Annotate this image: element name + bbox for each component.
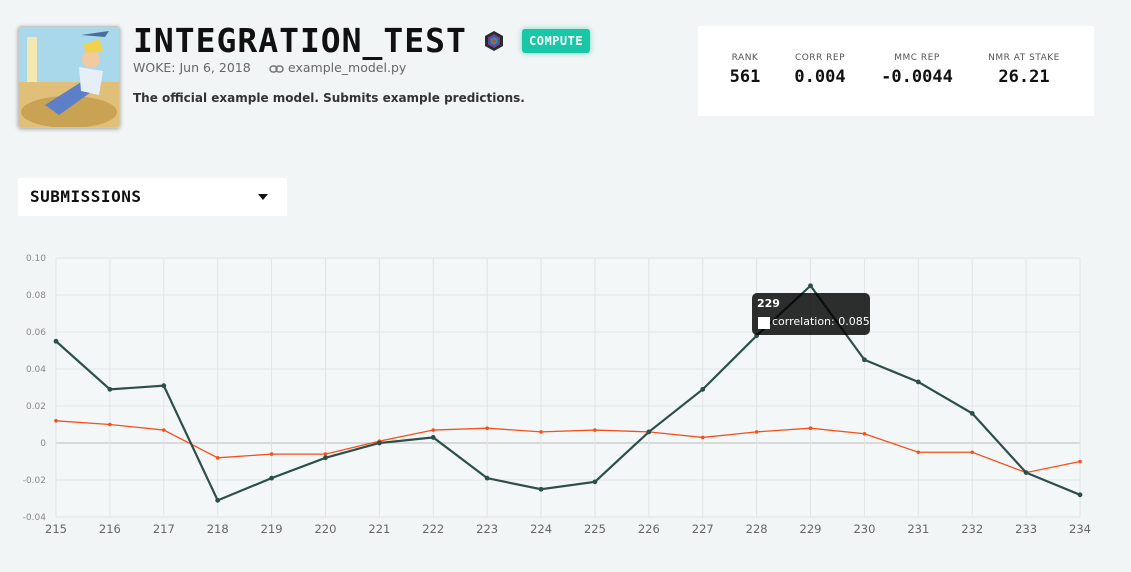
model-avatar <box>18 26 120 128</box>
model-meta: WOKE: Jun 6, 2018 example_model.py <box>133 60 406 75</box>
x-tick-label: 219 <box>261 522 283 536</box>
badge-icon <box>485 31 503 51</box>
data-point <box>269 475 274 481</box>
model-description: The official example model. Submits exam… <box>133 91 525 105</box>
stat-value: 561 <box>729 67 761 87</box>
data-point <box>484 475 490 481</box>
y-tick-label: 0.06 <box>26 328 46 338</box>
model-link-text[interactable]: example_model.py <box>288 60 407 75</box>
woke-date: WOKE: Jun 6, 2018 <box>133 60 251 75</box>
stat-label: RANK <box>731 53 759 63</box>
data-point <box>969 411 975 416</box>
data-point <box>430 435 436 440</box>
data-point <box>376 440 382 446</box>
x-tick-label: 228 <box>746 522 768 536</box>
data-point <box>215 497 221 503</box>
x-tick-label: 217 <box>153 522 175 536</box>
y-tick-label: 0 <box>40 439 46 449</box>
data-point <box>54 419 58 423</box>
stat-value: -0.0044 <box>881 67 953 87</box>
stats-panel: RANK 561 CORR REP 0.004 MMC REP -0.0044 … <box>698 26 1094 116</box>
x-tick-label: 218 <box>207 522 229 536</box>
x-tick-label: 216 <box>99 522 121 536</box>
tooltip-title: 229 <box>757 297 780 310</box>
data-point <box>862 431 867 436</box>
link-icon <box>269 64 284 73</box>
stat-label: NMR AT STAKE <box>988 53 1060 63</box>
submissions-dropdown[interactable]: SUBMISSIONS <box>18 178 287 216</box>
data-point <box>485 426 489 430</box>
y-tick-label: 0.04 <box>26 365 46 375</box>
dropdown-label: SUBMISSIONS <box>30 187 142 206</box>
compute-badge: COMPUTE <box>522 29 591 53</box>
data-point <box>1023 470 1029 475</box>
series-line <box>55 284 1081 502</box>
x-tick-label: 222 <box>422 522 444 536</box>
data-point <box>431 428 436 432</box>
x-tick-label: 229 <box>800 522 822 536</box>
x-tick-label: 221 <box>368 522 390 536</box>
chart-tooltip: 229 correlation: 0.085 <box>752 293 870 335</box>
tooltip-swatch <box>758 317 770 329</box>
data-point <box>215 456 220 460</box>
data-point <box>323 452 328 456</box>
x-tick-label: 233 <box>1015 522 1037 536</box>
x-tick-label: 215 <box>45 522 67 536</box>
x-tick-label: 231 <box>907 522 929 536</box>
y-tick-label: 0.02 <box>26 402 46 412</box>
y-tick-label: -0.04 <box>23 513 47 523</box>
model-title: INTEGRATION_TEST <box>133 21 467 60</box>
data-point <box>53 338 59 344</box>
stat-label: CORR REP <box>794 53 846 63</box>
data-point <box>646 429 652 435</box>
x-tick-label: 226 <box>638 522 660 536</box>
data-point <box>1077 492 1083 498</box>
data-point <box>754 430 759 434</box>
data-point <box>107 386 113 392</box>
model-link[interactable]: example_model.py <box>269 60 406 75</box>
plot-area <box>56 258 1080 517</box>
data-point <box>269 452 274 456</box>
data-point <box>808 426 813 430</box>
stat-value: 0.004 <box>794 67 846 87</box>
x-tick-label: 230 <box>853 522 875 536</box>
data-point <box>970 450 975 455</box>
x-tick-label: 232 <box>961 522 983 536</box>
stat-label: MMC REP <box>894 53 940 63</box>
y-tick-label: 0.08 <box>26 291 46 301</box>
data-point <box>108 422 112 427</box>
data-point <box>862 357 867 363</box>
chevron-down-icon <box>258 194 268 200</box>
data-point <box>700 386 706 392</box>
x-tick-label: 224 <box>530 522 552 536</box>
data-point <box>808 283 813 289</box>
data-point <box>700 435 705 440</box>
data-point <box>915 379 921 385</box>
data-point <box>592 479 598 485</box>
data-point <box>538 486 544 492</box>
y-tick-label: -0.02 <box>23 476 46 486</box>
data-point <box>916 450 921 455</box>
x-tick-label: 223 <box>476 522 498 536</box>
data-point <box>1078 459 1082 464</box>
x-tick-label: 227 <box>692 522 714 536</box>
x-tick-label: 234 <box>1069 522 1091 536</box>
tooltip-text: correlation: 0.085 <box>772 315 870 328</box>
data-point <box>323 455 328 461</box>
x-tick-label: 220 <box>314 522 336 536</box>
data-point <box>161 428 166 432</box>
x-tick-label: 225 <box>584 522 606 536</box>
series-line <box>55 420 1081 474</box>
data-point <box>539 430 543 434</box>
data-point <box>593 428 597 432</box>
stat-value: 26.21 <box>998 67 1050 87</box>
y-tick-label: 0.10 <box>26 254 46 264</box>
data-point <box>161 383 167 389</box>
